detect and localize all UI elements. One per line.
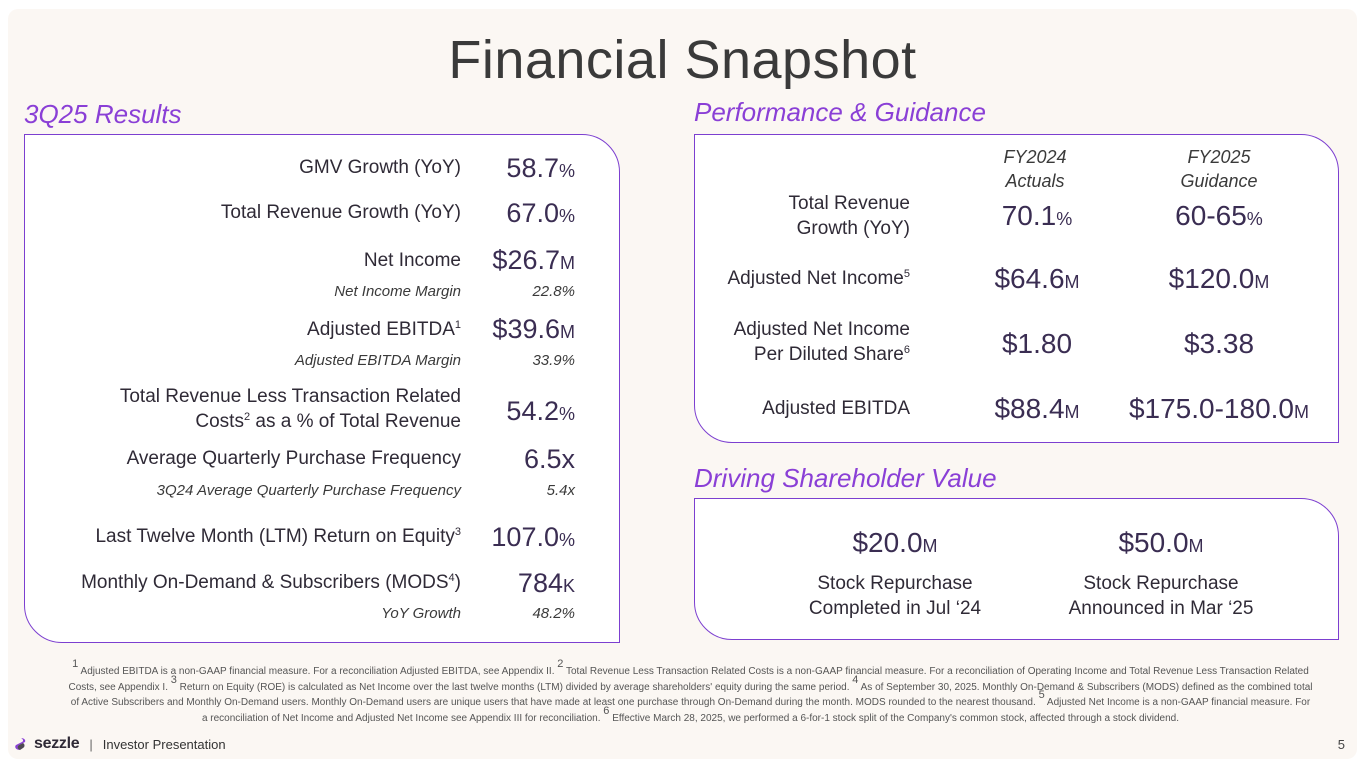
results-label-adjusted-ebitda: Adjusted EBITDA1 bbox=[307, 319, 461, 340]
results-value-mods: 784K bbox=[517, 568, 575, 598]
results-subvalue-yoy-growth: 48.2% bbox=[532, 605, 575, 622]
results-subvalue-ebitda-margin: 33.9% bbox=[532, 352, 575, 369]
results-value-adjusted-ebitda: $39.6M bbox=[492, 314, 575, 344]
shareholder-desc-1: Stock Repurchase Completed in Jul ‘24 bbox=[808, 573, 982, 619]
results-value-purchase-frequency: 6.5x bbox=[523, 444, 575, 474]
results-label-roe: Last Twelve Month (LTM) Return on Equity… bbox=[95, 526, 461, 547]
results-label-net-income: Net Income bbox=[363, 250, 461, 271]
results-value-net-income: $26.7M bbox=[492, 245, 575, 275]
results-label-revenue-growth: Total Revenue Growth (YoY) bbox=[220, 202, 461, 223]
performance-label-revenue-growth: Total Revenue Growth (YoY) bbox=[788, 193, 910, 239]
results-subvalue-prior-frequency: 5.4x bbox=[546, 482, 575, 499]
results-label-gmv: GMV Growth (YoY) bbox=[299, 157, 461, 178]
results-value-revenue-growth: 67.0% bbox=[506, 198, 575, 228]
performance-card: FY2024 Actuals FY2025 Guidance Total Reven… bbox=[694, 134, 1339, 443]
results-label-purchase-frequency: Average Quarterly Purchase Frequency bbox=[126, 448, 461, 469]
performance-fy2024-eps: $1.80 bbox=[1001, 328, 1073, 359]
shareholder-card: $20.0M Stock Repurchase Completed in Jul … bbox=[694, 498, 1339, 640]
results-value-roe: 107.0% bbox=[491, 522, 575, 552]
performance-label-adjusted-net-income: Adjusted Net Income5 bbox=[727, 268, 911, 289]
page-title: Financial Snapshot bbox=[448, 30, 917, 90]
performance-fy2024-revenue-growth: 70.1% bbox=[1001, 200, 1073, 231]
performance-col-fy2025: FY2025 Guidance bbox=[1180, 147, 1258, 191]
performance-fy2025-revenue-growth: 60-65% bbox=[1175, 200, 1263, 231]
performance-label-adjusted-ebitda: Adjusted EBITDA bbox=[762, 398, 910, 419]
results-label-trltrc: Total Revenue Less Transaction Related C… bbox=[119, 386, 461, 432]
results-card: GMV Growth (YoY) 58.7% Total Revenue Gro… bbox=[24, 134, 620, 643]
performance-col-fy2024: FY2024 Actuals bbox=[1003, 147, 1067, 191]
results-sublabel-net-income-margin: Net Income Margin bbox=[334, 283, 461, 300]
footnotes: 1 Adjusted EBITDA is a non-GAAP financia… bbox=[68, 658, 1313, 724]
performance-fy2025-adjusted-net-income: $120.0M bbox=[1168, 263, 1270, 294]
page-number: 5 bbox=[1337, 737, 1345, 752]
footer-subtitle: Investor Presentation bbox=[102, 736, 226, 752]
footer-separator: | bbox=[89, 736, 93, 752]
results-sublabel-ebitda-margin: Adjusted EBITDA Margin bbox=[294, 352, 461, 369]
shareholder-amount-2: $50.0M bbox=[1118, 527, 1204, 558]
results-value-trltrc: 54.2% bbox=[506, 396, 575, 426]
results-label-mods: Monthly On-Demand & Subscribers (MODS4) bbox=[81, 572, 461, 593]
results-sublabel-prior-frequency: 3Q24 Average Quarterly Purchase Frequenc… bbox=[156, 482, 461, 499]
results-subvalue-net-income-margin: 22.8% bbox=[532, 283, 575, 300]
sezzle-logo-icon bbox=[15, 738, 26, 750]
results-section-title: 3Q25 Results bbox=[24, 99, 182, 129]
shareholder-amount-1: $20.0M bbox=[852, 527, 938, 558]
performance-label-eps: Adjusted Net Income Per Diluted Share6 bbox=[733, 319, 910, 365]
brand-name: sezzle bbox=[34, 735, 80, 752]
shareholder-desc-2: Stock Repurchase Announced in Mar ‘25 bbox=[1068, 573, 1254, 619]
performance-fy2025-adjusted-ebitda: $175.0-180.0M bbox=[1128, 393, 1310, 424]
footer: sezzle | Investor Presentation bbox=[14, 735, 226, 753]
performance-fy2025-eps: $3.38 bbox=[1183, 328, 1255, 359]
performance-fy2024-adjusted-ebitda: $88.4M bbox=[994, 393, 1080, 424]
performance-section-title: Performance & Guidance bbox=[694, 97, 986, 127]
slide: Financial Snapshot 3Q25 Results GMV Grow… bbox=[8, 9, 1357, 759]
results-sublabel-yoy-growth: YoY Growth bbox=[381, 605, 461, 622]
results-value-gmv: 58.7% bbox=[506, 153, 575, 183]
shareholder-section-title: Driving Shareholder Value bbox=[694, 463, 997, 493]
performance-fy2024-adjusted-net-income: $64.6M bbox=[994, 263, 1080, 294]
